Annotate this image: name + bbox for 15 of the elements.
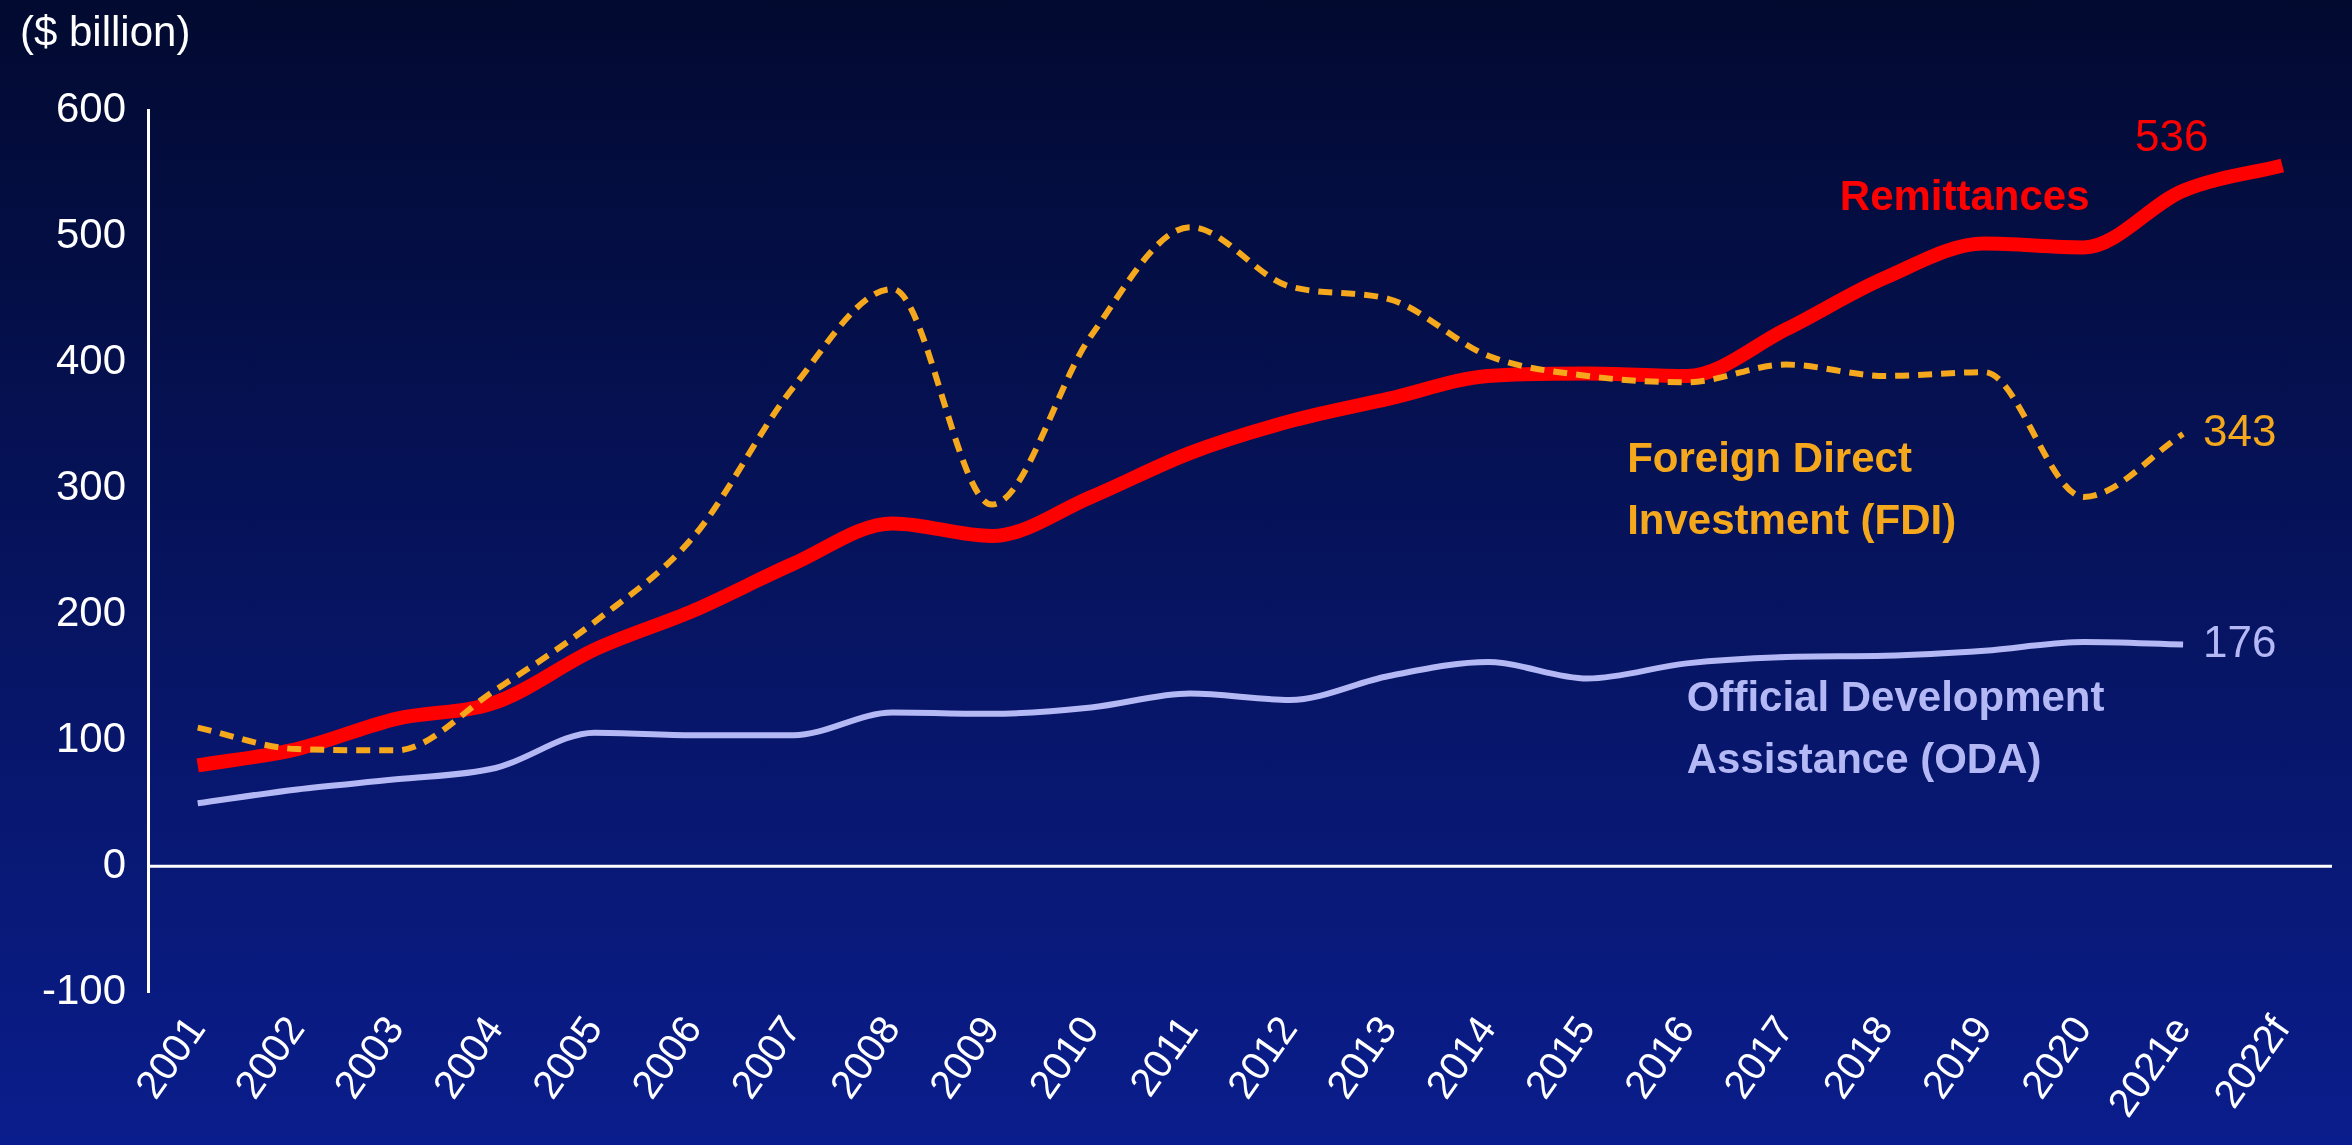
series-label: Official Development Assistance (ODA) xyxy=(1686,673,2105,783)
y-tick-label: 400 xyxy=(55,335,127,383)
y-tick-label: 200 xyxy=(55,587,127,635)
y-tick-label: 500 xyxy=(55,209,127,257)
y-tick-label: 600 xyxy=(55,83,127,131)
y-tick-label: -100 xyxy=(42,965,127,1013)
data-label: 176 xyxy=(2203,616,2277,666)
data-label: 536 xyxy=(2135,110,2209,160)
series-label: Foreign Direct Investment (FDI) xyxy=(1627,434,1957,543)
data-label: 343 xyxy=(2203,406,2277,456)
series-label: Remittances xyxy=(1839,171,2090,219)
y-tick-label: 300 xyxy=(55,461,127,509)
y-axis-title: ($ billion) xyxy=(20,8,191,56)
y-tick-label: 0 xyxy=(102,839,127,887)
y-tick-label: 100 xyxy=(55,713,127,761)
